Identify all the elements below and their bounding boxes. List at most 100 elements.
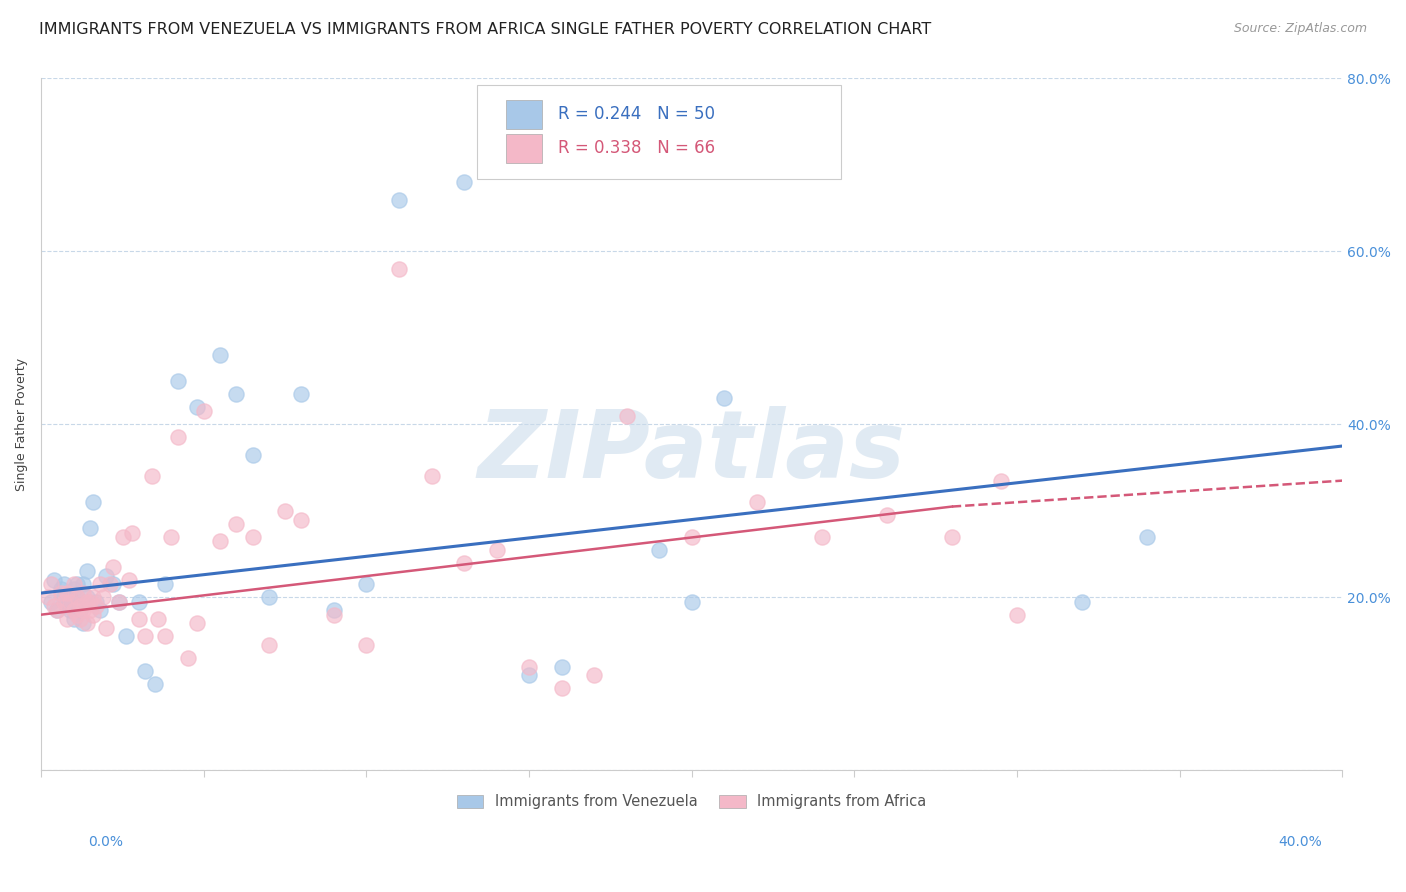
Point xyxy=(69,612,91,626)
Point xyxy=(616,409,638,423)
Point xyxy=(209,534,232,549)
Bar xyxy=(506,100,543,129)
Point xyxy=(990,474,1012,488)
Point xyxy=(108,595,131,609)
Point xyxy=(52,591,75,605)
Point xyxy=(225,516,247,531)
Point xyxy=(52,577,75,591)
Point xyxy=(143,677,166,691)
Text: ZIPatlas: ZIPatlas xyxy=(478,406,905,498)
Point xyxy=(46,603,69,617)
Point xyxy=(681,595,703,609)
Point xyxy=(118,573,141,587)
Point xyxy=(453,556,475,570)
Text: IMMIGRANTS FROM VENEZUELA VS IMMIGRANTS FROM AFRICA SINGLE FATHER POVERTY CORREL: IMMIGRANTS FROM VENEZUELA VS IMMIGRANTS … xyxy=(39,22,932,37)
Point xyxy=(1136,530,1159,544)
Point xyxy=(72,603,94,617)
Point xyxy=(56,612,79,626)
Point xyxy=(37,591,59,605)
Point xyxy=(648,542,671,557)
Point xyxy=(89,603,111,617)
Point xyxy=(517,668,540,682)
Point xyxy=(62,612,84,626)
Point xyxy=(257,591,280,605)
Point xyxy=(44,573,66,587)
Point xyxy=(98,577,121,591)
Point xyxy=(550,681,572,696)
Point xyxy=(290,387,312,401)
Point xyxy=(76,616,98,631)
FancyBboxPatch shape xyxy=(477,86,841,178)
Point xyxy=(941,530,963,544)
Point xyxy=(72,586,94,600)
Point xyxy=(46,603,69,617)
Point xyxy=(66,591,89,605)
Point xyxy=(96,568,118,582)
Y-axis label: Single Father Poverty: Single Father Poverty xyxy=(15,358,28,491)
Text: Source: ZipAtlas.com: Source: ZipAtlas.com xyxy=(1233,22,1367,36)
Point xyxy=(186,400,208,414)
Point xyxy=(76,595,98,609)
Point xyxy=(72,616,94,631)
Point xyxy=(82,591,104,605)
Point xyxy=(59,603,82,617)
Point xyxy=(79,521,101,535)
Point xyxy=(101,560,124,574)
Point xyxy=(44,599,66,613)
Point xyxy=(62,582,84,596)
Point xyxy=(82,607,104,622)
Point xyxy=(128,595,150,609)
Point xyxy=(66,577,89,591)
Point xyxy=(69,603,91,617)
Point xyxy=(141,469,163,483)
Point xyxy=(225,387,247,401)
Point xyxy=(1071,595,1094,609)
Point xyxy=(153,577,176,591)
Point xyxy=(82,495,104,509)
Point xyxy=(121,525,143,540)
Point xyxy=(69,599,91,613)
Point xyxy=(876,508,898,523)
Point xyxy=(72,577,94,591)
Point xyxy=(160,530,183,544)
Point xyxy=(134,629,156,643)
Point xyxy=(56,599,79,613)
Point xyxy=(176,651,198,665)
Point xyxy=(186,616,208,631)
Point xyxy=(290,512,312,526)
Point xyxy=(388,261,411,276)
Point xyxy=(356,577,378,591)
Point xyxy=(134,664,156,678)
Point xyxy=(257,638,280,652)
Point xyxy=(49,586,72,600)
Point xyxy=(111,530,134,544)
Point xyxy=(89,577,111,591)
Point xyxy=(59,595,82,609)
Point xyxy=(76,591,98,605)
Point xyxy=(745,495,768,509)
Point xyxy=(209,348,232,362)
Point xyxy=(356,638,378,652)
Point xyxy=(86,595,108,609)
Point xyxy=(62,577,84,591)
Point xyxy=(91,591,114,605)
Point xyxy=(713,392,735,406)
Point xyxy=(420,469,443,483)
Point xyxy=(66,591,89,605)
Point xyxy=(583,668,606,682)
Point xyxy=(550,659,572,673)
Point xyxy=(388,193,411,207)
Point xyxy=(66,607,89,622)
Point xyxy=(485,542,508,557)
Point xyxy=(59,591,82,605)
Point xyxy=(148,612,170,626)
Legend: Immigrants from Venezuela, Immigrants from Africa: Immigrants from Venezuela, Immigrants fr… xyxy=(451,789,932,815)
Text: R = 0.244   N = 50: R = 0.244 N = 50 xyxy=(558,105,714,123)
Point xyxy=(323,607,346,622)
Point xyxy=(79,595,101,609)
Point xyxy=(108,595,131,609)
Point xyxy=(453,175,475,189)
Point xyxy=(52,595,75,609)
Point xyxy=(56,586,79,600)
Point xyxy=(517,659,540,673)
